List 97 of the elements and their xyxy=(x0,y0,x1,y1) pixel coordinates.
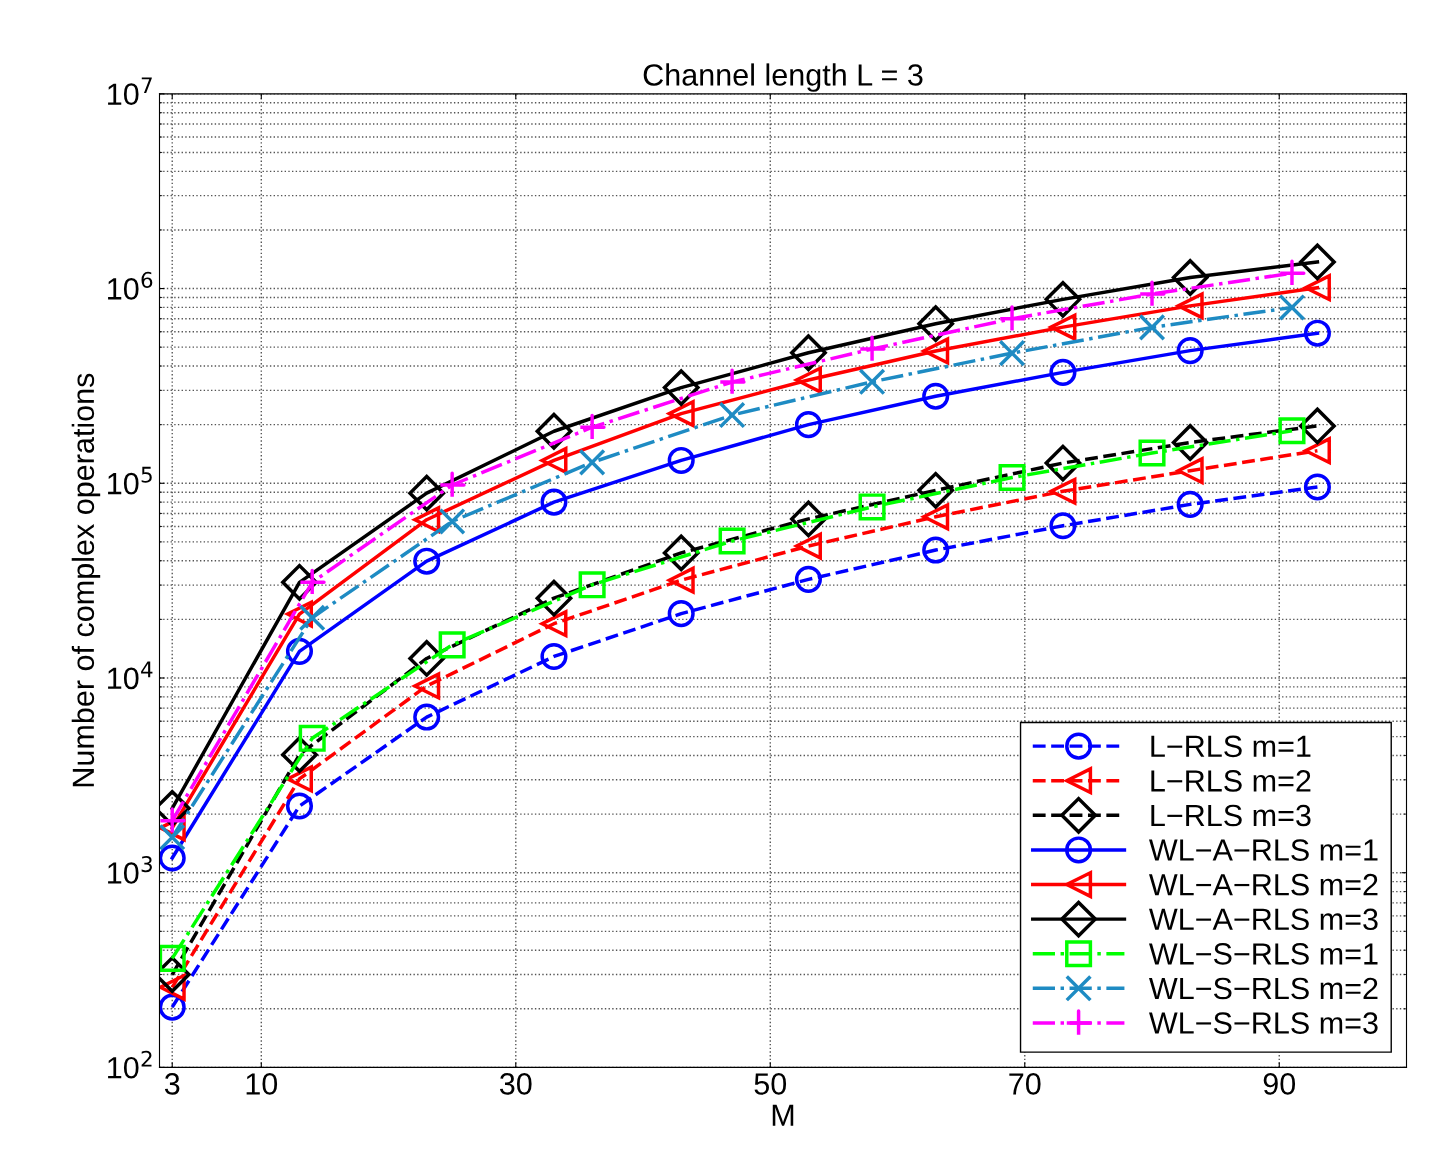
legend-label: L−RLS m=2 xyxy=(1151,770,1311,792)
point xyxy=(1138,439,1166,467)
point xyxy=(408,474,446,512)
point xyxy=(1278,293,1306,321)
point xyxy=(718,401,746,429)
point xyxy=(665,399,695,429)
x-tick-label: 10 xyxy=(246,1073,278,1095)
point xyxy=(1044,444,1082,482)
point xyxy=(1298,243,1336,281)
point xyxy=(922,382,950,410)
x-tick-label: 30 xyxy=(499,1073,532,1095)
chart-title: Channel length L = 3 xyxy=(643,63,923,92)
point xyxy=(285,637,314,665)
y-tick-label: 10$^{4}$ xyxy=(108,661,153,690)
point xyxy=(540,488,568,516)
point xyxy=(438,471,466,499)
y-axis-title: Number of complex operations xyxy=(71,373,101,787)
point xyxy=(922,503,950,531)
x-tick-label: 70 xyxy=(1009,1073,1041,1095)
point xyxy=(790,500,827,538)
point xyxy=(298,724,326,752)
point xyxy=(578,571,606,599)
point xyxy=(1171,259,1209,296)
point xyxy=(858,335,886,363)
point xyxy=(794,411,822,439)
point xyxy=(1278,259,1306,287)
x-tick-label: 50 xyxy=(754,1073,787,1095)
y-tick-label: 10$^{6}$ xyxy=(108,271,153,300)
y-tick-label: 10$^{7}$ xyxy=(108,77,152,105)
point xyxy=(1049,477,1077,505)
y-tick-label: 10$^{5}$ xyxy=(108,466,152,495)
point xyxy=(858,368,886,396)
point xyxy=(298,604,326,632)
point xyxy=(794,532,822,560)
point xyxy=(159,844,186,872)
point xyxy=(540,446,568,474)
legend-label: WL−S−RLS m=1 xyxy=(1149,943,1378,965)
point xyxy=(1278,417,1306,445)
point xyxy=(794,366,822,394)
point xyxy=(540,610,568,638)
point xyxy=(438,631,466,659)
point xyxy=(1138,280,1166,308)
point xyxy=(1138,313,1166,341)
point xyxy=(1303,274,1331,302)
point xyxy=(159,944,186,972)
point xyxy=(922,337,950,365)
point xyxy=(438,507,466,535)
point xyxy=(1049,313,1077,341)
legend-label: WL−A−RLS m=1 xyxy=(1149,839,1378,861)
legend-label: WL−S−RLS m=3 xyxy=(1149,1012,1378,1034)
point xyxy=(790,334,827,372)
point xyxy=(1303,319,1331,347)
point xyxy=(535,579,573,617)
point xyxy=(1174,291,1204,321)
point xyxy=(1044,280,1082,318)
point xyxy=(662,369,700,407)
legend-label: L−RLS m=1 xyxy=(1151,735,1311,758)
point xyxy=(662,534,700,572)
point xyxy=(917,471,955,509)
legend-label: WL−A−RLS m=2 xyxy=(1149,873,1378,896)
point xyxy=(718,527,746,555)
point xyxy=(285,765,314,793)
point xyxy=(1049,512,1077,540)
y-tick-label: 10$^{2}$ xyxy=(108,1050,152,1079)
point xyxy=(413,703,441,731)
point xyxy=(413,506,441,534)
point xyxy=(578,448,606,476)
point xyxy=(159,823,186,851)
point xyxy=(1176,337,1204,365)
point xyxy=(1303,473,1331,501)
point xyxy=(998,464,1026,492)
point xyxy=(578,413,606,441)
legend-label: WL−A−RLS m=3 xyxy=(1149,908,1378,931)
point xyxy=(718,368,746,396)
point xyxy=(794,565,822,593)
point xyxy=(998,339,1026,367)
x-tick-label: 90 xyxy=(1263,1073,1296,1095)
point xyxy=(1303,437,1331,465)
point xyxy=(413,672,441,700)
point xyxy=(540,642,568,671)
legend-label: WL−S−RLS m=2 xyxy=(1149,977,1378,1000)
point xyxy=(1049,358,1077,386)
point xyxy=(667,600,695,628)
point xyxy=(285,792,314,820)
x-tick-label: 3 xyxy=(164,1073,180,1095)
point xyxy=(667,446,695,474)
point xyxy=(1171,424,1209,461)
point xyxy=(665,565,695,595)
point xyxy=(998,305,1026,333)
point xyxy=(922,536,950,564)
y-tick-label: 10$^{3}$ xyxy=(108,855,152,884)
x-axis-title: M xyxy=(772,1104,794,1126)
point xyxy=(413,547,441,575)
point xyxy=(1176,490,1204,518)
point xyxy=(1174,456,1204,486)
legend-label: L−RLS m=3 xyxy=(1151,804,1311,827)
point xyxy=(858,493,886,521)
